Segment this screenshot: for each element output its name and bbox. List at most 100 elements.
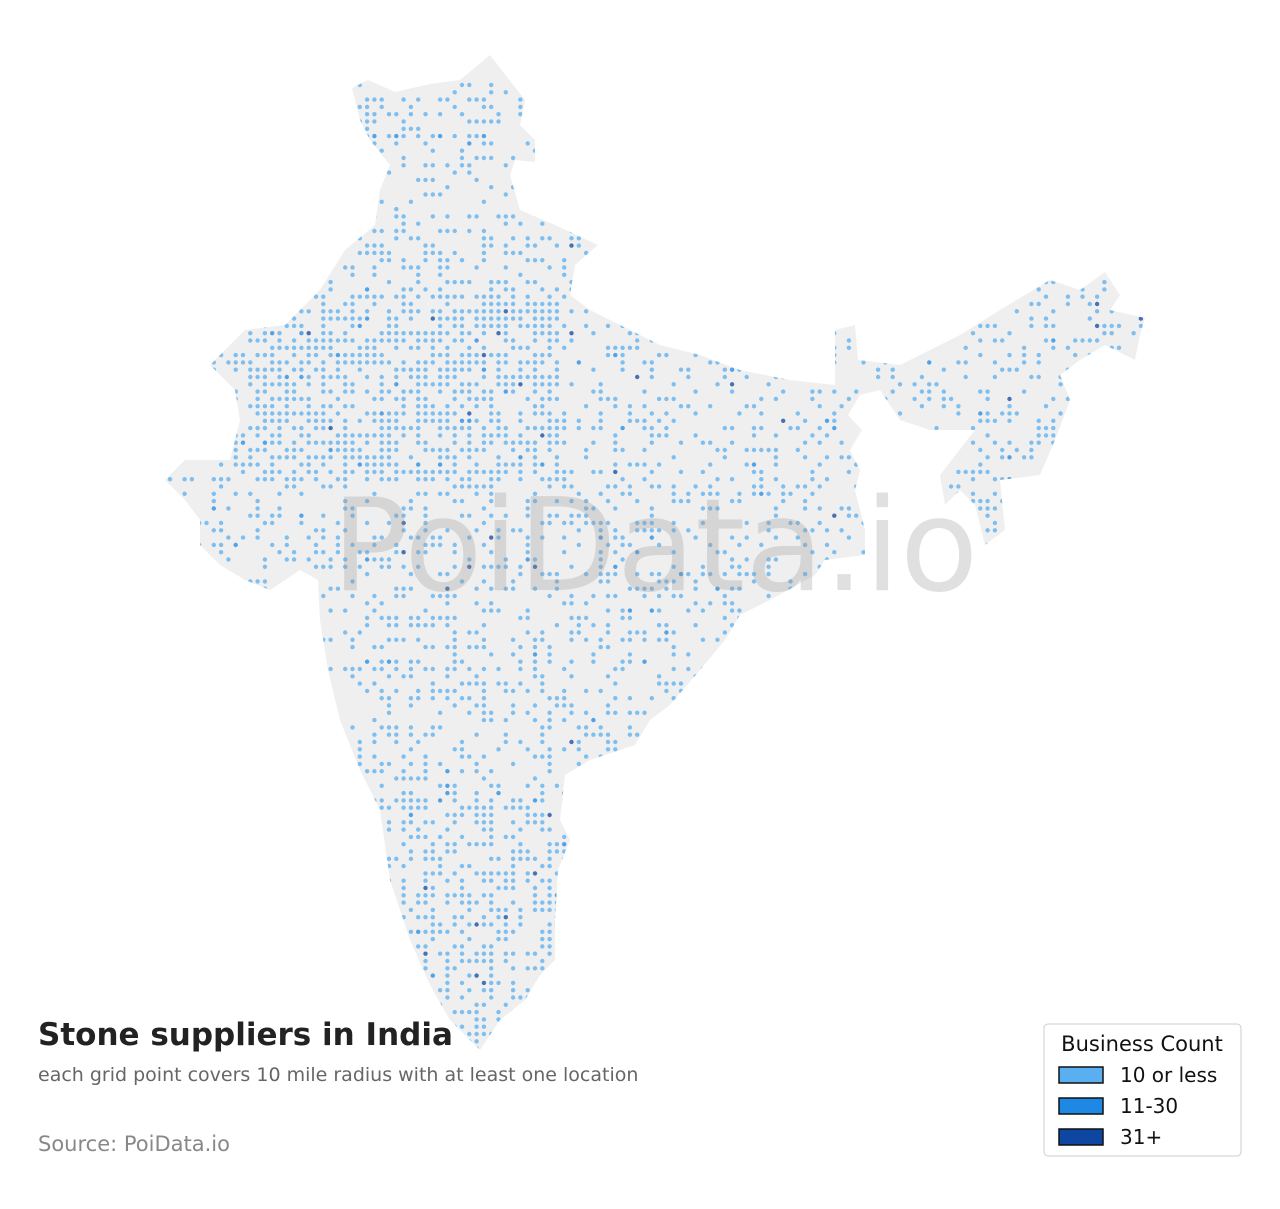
grid-point xyxy=(489,82,494,88)
grid-point xyxy=(562,812,567,818)
grid-point xyxy=(1109,82,1114,88)
grid-point xyxy=(642,477,647,482)
grid-point xyxy=(1146,419,1150,423)
grid-point xyxy=(474,462,479,467)
grid-point xyxy=(1007,805,1012,810)
grid-point xyxy=(379,900,384,905)
grid-point xyxy=(1036,287,1041,292)
grid-point xyxy=(408,696,414,701)
grid-point xyxy=(1102,885,1107,891)
grid-point xyxy=(211,97,216,102)
grid-point xyxy=(832,323,837,329)
grid-point xyxy=(576,214,581,219)
grid-point xyxy=(459,447,465,453)
grid-point xyxy=(722,630,727,635)
grid-point xyxy=(905,644,910,650)
grid-point xyxy=(1065,462,1071,467)
grid-point xyxy=(1124,659,1129,664)
grid-point xyxy=(810,396,815,402)
grid-point xyxy=(912,90,917,95)
grid-point xyxy=(1109,309,1114,314)
grid-point xyxy=(291,477,297,482)
grid-point xyxy=(423,542,428,548)
grid-point xyxy=(591,104,596,110)
grid-point xyxy=(737,630,742,635)
grid-point xyxy=(240,849,246,854)
grid-point xyxy=(335,447,341,453)
grid-point xyxy=(481,688,487,694)
grid-point xyxy=(401,893,406,898)
grid-point xyxy=(1138,425,1144,431)
grid-point xyxy=(919,732,925,737)
grid-point xyxy=(839,506,844,511)
grid-point xyxy=(963,112,968,117)
grid-point xyxy=(306,469,311,475)
grid-point xyxy=(1131,418,1136,423)
grid-point xyxy=(270,411,275,416)
grid-point xyxy=(1146,725,1150,729)
grid-point xyxy=(459,477,465,482)
grid-point xyxy=(372,681,377,686)
grid-point xyxy=(649,265,654,270)
grid-point xyxy=(1051,440,1056,445)
grid-point xyxy=(1051,418,1056,423)
grid-point xyxy=(510,301,516,307)
grid-point xyxy=(1014,601,1019,606)
grid-point xyxy=(284,163,289,168)
grid-point xyxy=(372,769,377,774)
grid-point xyxy=(481,141,487,146)
grid-point xyxy=(364,155,370,161)
grid-point xyxy=(1116,878,1122,883)
grid-point xyxy=(941,725,946,730)
grid-point xyxy=(547,593,552,599)
grid-point xyxy=(832,696,837,701)
grid-point xyxy=(700,170,706,175)
grid-point xyxy=(532,907,538,913)
grid-point xyxy=(948,747,954,752)
grid-point xyxy=(270,477,275,482)
grid-point xyxy=(459,659,465,664)
grid-point xyxy=(686,652,691,657)
grid-point xyxy=(978,929,983,934)
grid-point xyxy=(992,564,998,569)
grid-point xyxy=(912,316,917,321)
grid-point xyxy=(525,878,530,883)
grid-point xyxy=(547,418,552,423)
grid-point xyxy=(408,834,414,840)
grid-point xyxy=(781,674,786,679)
grid-point xyxy=(912,688,917,694)
grid-point xyxy=(408,287,414,292)
grid-point xyxy=(255,732,260,737)
grid-point xyxy=(248,769,253,774)
grid-point xyxy=(759,141,764,146)
grid-point xyxy=(262,725,268,730)
grid-point xyxy=(518,97,523,102)
grid-point xyxy=(481,805,487,810)
grid-point xyxy=(729,382,735,387)
grid-point xyxy=(240,732,246,737)
grid-point xyxy=(824,477,830,482)
grid-point xyxy=(321,593,326,599)
grid-point xyxy=(233,389,238,394)
grid-point xyxy=(1080,790,1085,796)
grid-point xyxy=(649,170,654,175)
grid-point xyxy=(459,747,465,752)
grid-point xyxy=(474,316,479,321)
grid-point xyxy=(204,243,209,248)
grid-point xyxy=(379,360,384,365)
grid-point xyxy=(700,747,706,752)
grid-point xyxy=(598,469,603,475)
grid-point xyxy=(700,571,706,577)
grid-point xyxy=(291,761,297,767)
grid-point xyxy=(1058,477,1063,482)
grid-point xyxy=(781,666,786,672)
grid-point xyxy=(386,674,392,679)
grid-point xyxy=(948,214,954,219)
grid-point xyxy=(751,856,757,861)
grid-point xyxy=(656,681,662,686)
grid-point xyxy=(1080,404,1085,409)
grid-point xyxy=(897,323,903,329)
grid-point xyxy=(1087,338,1093,343)
grid-point xyxy=(941,243,946,248)
grid-point xyxy=(547,374,552,380)
